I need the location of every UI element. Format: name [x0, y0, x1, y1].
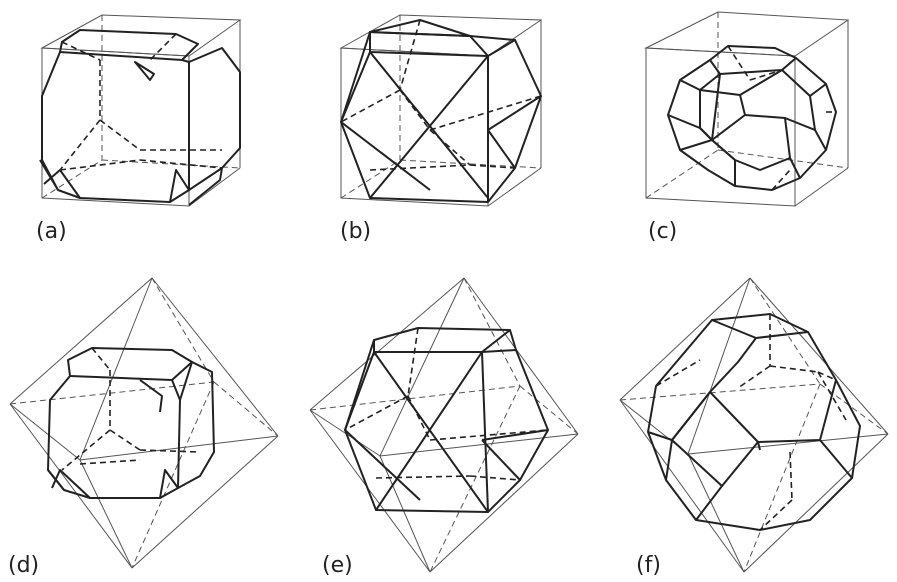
- cuboctahedron-solid: [344, 327, 549, 513]
- cube-outline: [40, 14, 242, 207]
- cuboctahedron-solid: [340, 19, 542, 203]
- cube-outline: [644, 11, 850, 207]
- truncated-octahedron-solid: [647, 313, 861, 531]
- octahedron-outline: [309, 277, 579, 573]
- truncated-cube-solid: [47, 347, 215, 499]
- panel-f: (f): [619, 277, 889, 578]
- octahedron-outline: [619, 277, 889, 573]
- octahedron-outline: [9, 277, 279, 569]
- panel-d: (d): [8, 277, 279, 578]
- panel-label-a: (a): [36, 219, 67, 244]
- panel-label-f: (f): [636, 553, 661, 578]
- truncated-cube-solid: [39, 29, 241, 206]
- panel-e: (e): [309, 277, 579, 578]
- truncated-octahedron-solid: [667, 45, 837, 191]
- panel-label-e: (e): [322, 553, 353, 578]
- panel-label-b: (b): [340, 219, 371, 244]
- panel-c: (c): [644, 11, 850, 244]
- panel-b: (b): [339, 14, 543, 244]
- panel-label-c: (c): [648, 219, 677, 244]
- panel-label-d: (d): [8, 553, 39, 578]
- panel-a: (a): [36, 14, 242, 244]
